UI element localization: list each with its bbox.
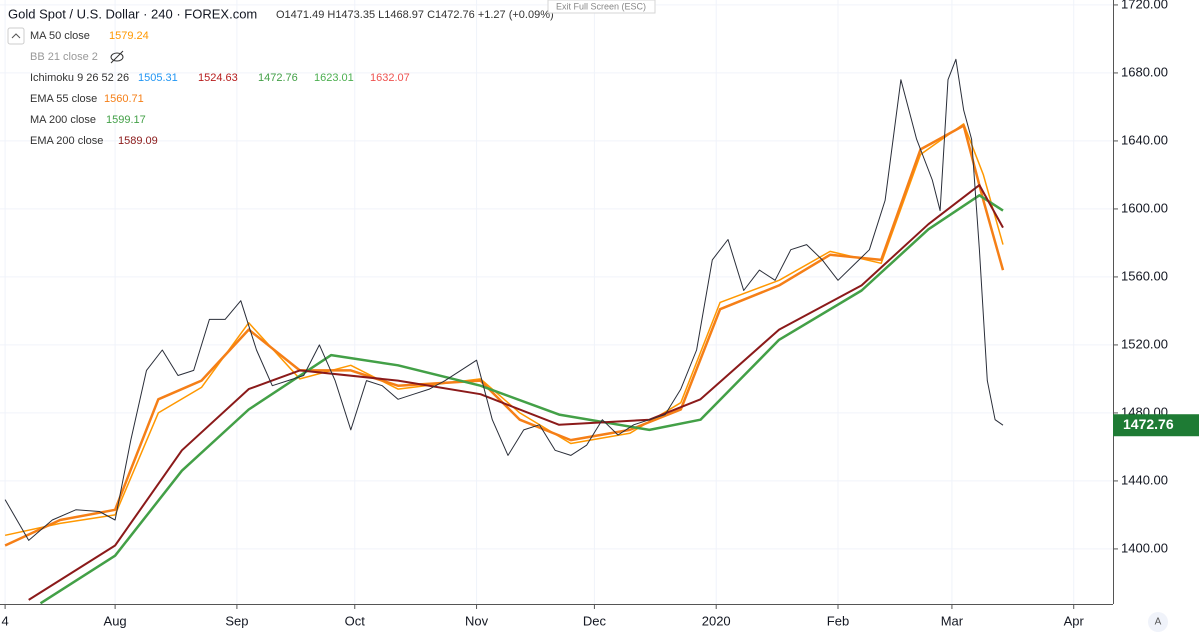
auto-scale-button[interactable] (1148, 612, 1168, 632)
y-tick-label: 1600.00 (1121, 200, 1168, 215)
ichimoku-name: Ichimoku 9 26 52 26 (30, 72, 129, 84)
last-price-box (1113, 414, 1199, 437)
x-tick-label: Oct (345, 613, 366, 628)
x-tick-label: Mar (941, 613, 964, 628)
x-tick-label: Dec (583, 613, 607, 628)
y-tick-label: 1440.00 (1121, 472, 1168, 487)
legend-value: 1579.24 (109, 30, 149, 42)
grid (0, 0, 1113, 604)
ichimoku-value: 1472.76 (258, 72, 298, 84)
x-tick-label: 4 (1, 613, 8, 628)
legend-name: MA 50 close (30, 30, 90, 42)
ohlc: O1471.49 H1473.35 L1468.97 C1472.76 +1.2… (276, 9, 554, 21)
series-line (4, 123, 1004, 537)
y-tick-label: 1720.00 (1121, 0, 1168, 11)
ichimoku-value: 1505.31 (138, 72, 178, 84)
legend-name: EMA 200 close (30, 135, 103, 147)
series-line (28, 184, 1004, 601)
legend-name: MA 200 close (30, 114, 96, 126)
ichimoku-value: 1623.01 (314, 72, 354, 84)
legend: MA 50 close 1579.24 EMA 55 close 1560.71 MA … (30, 30, 410, 147)
series-line (39, 194, 1004, 605)
x-tick-label: Feb (827, 613, 849, 628)
legend-value: 1589.09 (118, 135, 158, 147)
last-price-label: 1472.76 (1123, 416, 1174, 432)
chart-title: Gold Spot / U.S. Dollar · 240 · FOREX.co… (8, 6, 257, 21)
legend-toggle[interactable] (7, 27, 25, 45)
exit-fullscreen-button[interactable] (547, 0, 656, 14)
plot (4, 58, 1005, 605)
y-tick-label: 1560.00 (1121, 268, 1168, 283)
price-line (4, 58, 1004, 541)
x-tick-label: Nov (465, 613, 489, 628)
y-tick-label: 1520.00 (1121, 336, 1168, 351)
auto-scale-label: A (1155, 617, 1162, 628)
legend-toggle-icon (11, 33, 21, 39)
hidden-indicator: BB 21 close 2 (30, 51, 98, 63)
series-line (4, 124, 1005, 547)
y-tick-label: 1640.00 (1121, 132, 1168, 147)
legend-value: 1599.17 (106, 114, 146, 126)
y-tick-label: 1680.00 (1121, 64, 1168, 79)
y-tick-label: 1400.00 (1121, 540, 1168, 555)
legend-value: 1560.71 (104, 93, 144, 105)
ichimoku-value: 1632.07 (370, 72, 410, 84)
x-tick-label: Apr (1064, 613, 1085, 628)
ichimoku-value: 1524.63 (198, 72, 238, 84)
legend-name: EMA 55 close (30, 93, 97, 105)
x-tick-label: Aug (104, 613, 127, 628)
x-tick-label: 2020 (702, 613, 731, 628)
hidden-icon[interactable] (110, 50, 124, 64)
x-tick-label: Sep (225, 613, 248, 628)
exit-fullscreen-label: Exit Full Screen (ESC) (556, 1, 646, 11)
